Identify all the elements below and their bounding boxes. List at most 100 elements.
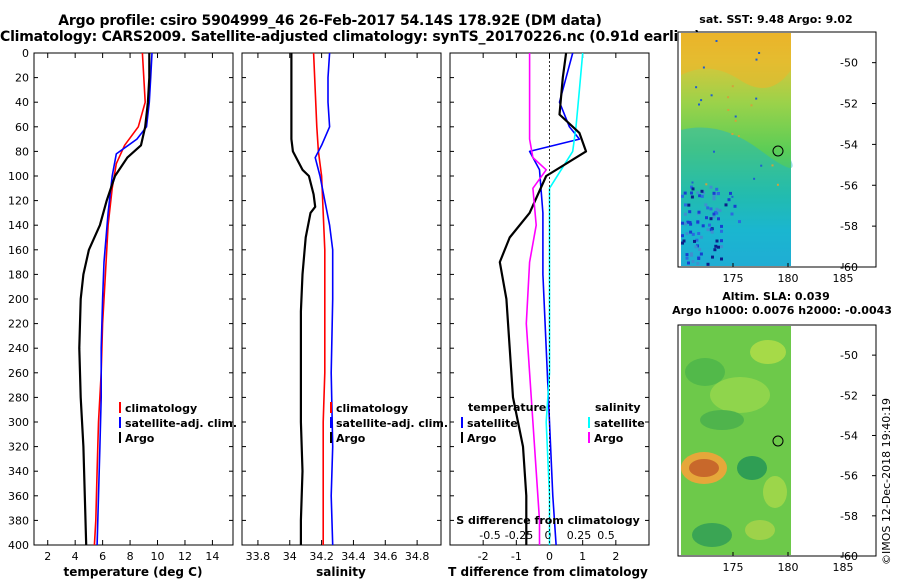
map-lon-label: 180 xyxy=(778,561,799,574)
sst-noise-pixels xyxy=(681,40,779,266)
sst-map: 175 180 185 -50 -52 -54 -56 -58 -60 xyxy=(677,31,877,285)
sst-pixel xyxy=(700,189,704,193)
sst-pixel xyxy=(689,230,693,234)
sst-pixel xyxy=(706,228,710,232)
sst-pixel xyxy=(729,191,732,195)
map-lat-label: -50 xyxy=(840,57,858,70)
depth-tick-label: 320 xyxy=(8,441,29,454)
x-tick-label: 14 xyxy=(205,550,219,563)
sst-pixel xyxy=(697,232,701,235)
sst-argo-marker xyxy=(772,145,784,157)
sst-pixel xyxy=(731,133,734,135)
depth-tick-label: 40 xyxy=(15,96,29,109)
sst-pixel xyxy=(704,203,708,207)
sla-map-subtitle: Argo h1000: 0.0076 h2000: -0.0043 xyxy=(672,304,892,317)
sla-low-anomaly xyxy=(692,523,732,547)
temperature-curves xyxy=(78,53,153,545)
sst-pixel xyxy=(720,257,723,261)
map-lon-label: 185 xyxy=(833,561,854,574)
sst-pixel xyxy=(684,222,687,226)
depth-tick-label: 0 xyxy=(22,47,29,60)
map-lat-label: -50 xyxy=(840,349,858,362)
sst-pixel xyxy=(720,239,723,243)
sst-pixel xyxy=(700,194,704,198)
depth-tick-label: 360 xyxy=(8,490,29,503)
sla-high-core xyxy=(689,459,719,477)
salinity-xlabel: salinity xyxy=(316,565,366,579)
sst-pixel xyxy=(684,212,687,216)
sst-pixel xyxy=(715,211,719,215)
map-lat-label: -56 xyxy=(840,470,858,483)
sst-pixel xyxy=(734,119,737,122)
sst-cool-patch xyxy=(681,127,793,266)
x-tick-label: 8 xyxy=(127,550,134,563)
difference-top-label: S difference from climatology xyxy=(456,514,640,527)
series-satellite-adj-clim- xyxy=(314,53,334,545)
depth-tick-label: 200 xyxy=(8,293,29,306)
legend-argo-label: Argo xyxy=(336,432,366,445)
sst-pixel xyxy=(730,212,734,216)
x-tick-label: 0 xyxy=(546,550,553,563)
sst-pixel xyxy=(698,103,700,106)
map-lat-label: -60 xyxy=(840,261,858,274)
sst-pixel xyxy=(733,204,737,208)
map-lon-label: 175 xyxy=(723,272,744,285)
sla-map-axes: 175 180 185 -50 -52 -54 -56 -58 -60 xyxy=(723,349,876,574)
s-diff-tick-label: -0.25 xyxy=(505,529,533,542)
sst-pixel xyxy=(691,232,695,236)
sst-pixel xyxy=(714,244,718,248)
depth-tick-label: 160 xyxy=(8,244,29,257)
sst-pixel xyxy=(690,191,693,195)
sst-pixel xyxy=(700,99,703,102)
depth-tick-label: 140 xyxy=(8,219,29,232)
sst-pixel xyxy=(689,222,693,226)
sst-pixel xyxy=(709,228,713,232)
depth-tick-label: 80 xyxy=(15,145,29,158)
map-lon-label: 175 xyxy=(723,561,744,574)
sst-pixel xyxy=(715,40,718,42)
sst-pixel xyxy=(694,245,698,249)
sla-blob xyxy=(710,377,770,413)
sst-pixel xyxy=(753,177,756,180)
sst-pixel xyxy=(687,261,690,265)
temperature-panel-frame xyxy=(33,52,234,546)
series-satellite-adj-clim- xyxy=(96,53,153,545)
map-lon-label: 185 xyxy=(833,272,854,285)
sla-blob xyxy=(745,520,775,540)
salinity-panel-frame xyxy=(241,52,442,546)
sst-pixel xyxy=(696,261,700,265)
x-tick-label: -2 xyxy=(478,550,489,563)
sst-pixel xyxy=(698,248,702,251)
sst-pixel xyxy=(691,187,695,191)
sst-pixel xyxy=(699,252,703,256)
temperature-x-axis: 2 4 6 8 10 12 14 xyxy=(44,53,219,563)
sst-pixel xyxy=(712,197,716,201)
legend-t-argo-label: Argo xyxy=(467,432,497,445)
sst-pixel xyxy=(709,217,713,221)
sst-pixel xyxy=(682,239,686,243)
sst-pixel xyxy=(738,220,741,224)
sst-pixel xyxy=(711,255,714,259)
sst-pixel xyxy=(690,185,693,189)
sst-pixel xyxy=(698,194,702,198)
map-lat-label: -54 xyxy=(840,138,858,151)
sst-map-title: sat. SST: 9.48 Argo: 9.02 xyxy=(699,13,853,26)
x-tick-label: 6 xyxy=(99,550,106,563)
sst-pixel xyxy=(727,109,730,111)
s-diff-tick-label: 0.25 xyxy=(567,529,592,542)
sla-argo-marker xyxy=(772,435,784,447)
depth-tick-label: 280 xyxy=(8,391,29,404)
sst-pixel xyxy=(697,210,701,214)
legend-s-satellite-label: satellite xyxy=(594,417,645,430)
sla-low-anomaly xyxy=(737,456,767,480)
depth-tick-label: 400 xyxy=(8,539,29,552)
x-tick-label: 34.2 xyxy=(309,550,334,563)
sst-pixel xyxy=(693,239,696,243)
x-tick-label: 34.4 xyxy=(341,550,366,563)
sst-pixel xyxy=(688,221,692,224)
legend-t-satellite-label: satellite xyxy=(467,417,518,430)
legend-argo-label: Argo xyxy=(125,432,155,445)
sst-pixel xyxy=(717,192,720,196)
sst-pixel xyxy=(755,58,758,61)
